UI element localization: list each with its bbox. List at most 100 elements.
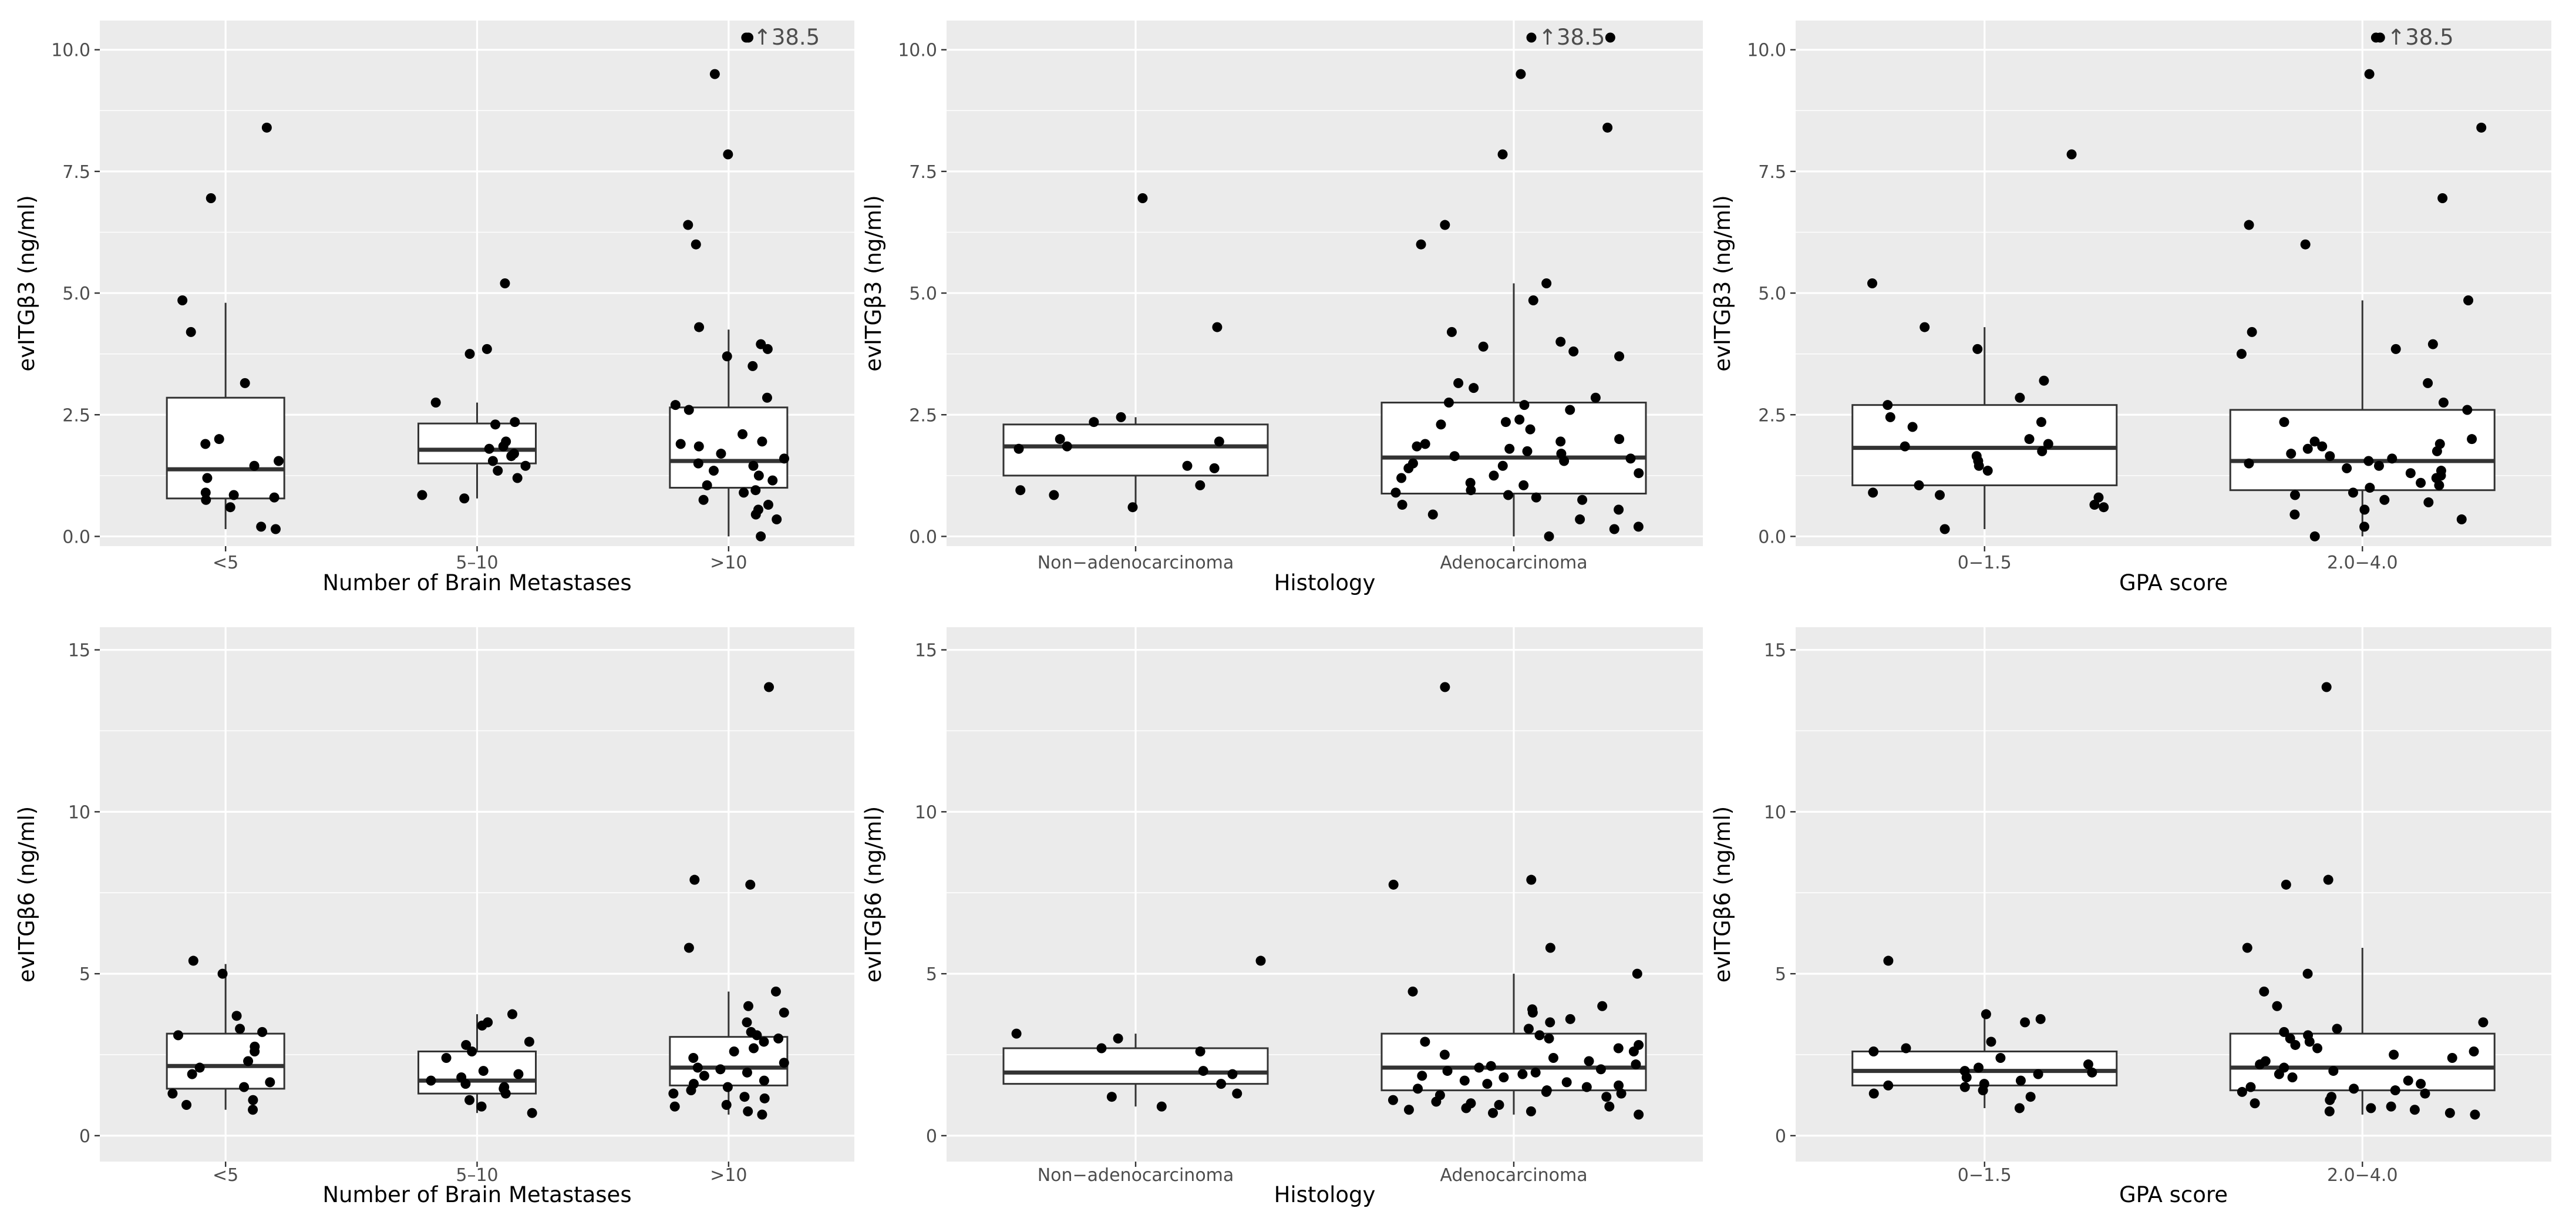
data-point (2014, 1103, 2025, 1113)
data-point (1605, 32, 1615, 43)
data-point (772, 514, 782, 524)
data-point (2386, 1101, 2396, 1112)
data-point (745, 879, 756, 890)
y-axis-title: evITGβ3 (ng/ml) (1710, 195, 1735, 371)
data-point (1541, 278, 1552, 288)
x-tick-label: >10 (710, 553, 747, 573)
data-point (1465, 477, 1476, 488)
data-point (692, 1062, 703, 1073)
data-point (520, 460, 531, 471)
data-point (1062, 441, 1072, 452)
data-point (762, 344, 773, 354)
data-point (265, 1077, 275, 1088)
box-iqr (417, 422, 537, 465)
data-point (1407, 986, 1418, 997)
data-point (1443, 398, 1454, 408)
data-point (2304, 1036, 2315, 1047)
data-point (2093, 492, 2104, 503)
data-point (426, 1075, 436, 1086)
x-tick-label: Adenocarcinoma (1440, 1165, 1587, 1186)
data-point (767, 475, 778, 486)
data-point (235, 1024, 245, 1034)
y-tick-label: 15 (68, 641, 90, 661)
data-point (478, 1066, 489, 1076)
y-tick-label: 7.5 (1758, 162, 1786, 183)
data-point (2363, 456, 2374, 466)
data-point (1978, 1085, 1988, 1096)
data-point (2328, 1066, 2339, 1076)
data-point (702, 480, 712, 490)
data-point (2302, 968, 2313, 979)
data-point (1883, 400, 1893, 410)
data-point (748, 460, 759, 471)
x-axis-title: Histology (1274, 1182, 1376, 1207)
data-point (1478, 341, 1489, 352)
data-point (1412, 441, 1422, 452)
data-point (1442, 1066, 1453, 1076)
data-point (2302, 443, 2313, 454)
data-point (1548, 1053, 1558, 1064)
data-point (699, 1071, 709, 1081)
data-point (1584, 1056, 1594, 1066)
data-point (487, 456, 498, 466)
y-axis-title: evITGβ3 (ng/ml) (14, 195, 39, 371)
data-point (1981, 1009, 1991, 1019)
data-point (2447, 1053, 2457, 1064)
data-point (2432, 446, 2442, 456)
data-point (1137, 193, 1148, 203)
data-point (256, 521, 267, 532)
data-point (2289, 490, 2300, 500)
data-point (1440, 220, 1450, 230)
data-point (2020, 1017, 2031, 1028)
data-point (2039, 375, 2049, 386)
data-point (1974, 1062, 1984, 1073)
data-point (2290, 1039, 2301, 1050)
x-tick-label: 2.0−4.0 (2327, 1165, 2398, 1186)
data-point (274, 456, 284, 466)
data-point (1544, 531, 1554, 541)
data-point (1868, 1088, 1879, 1099)
data-point (742, 1067, 752, 1078)
data-point (477, 1020, 487, 1031)
data-point (2348, 487, 2358, 498)
data-point (217, 968, 228, 979)
data-point (683, 220, 693, 230)
y-tick-label: 5.0 (909, 284, 937, 304)
data-point (2423, 497, 2434, 507)
data-point (2099, 502, 2109, 513)
data-point (1436, 419, 1446, 430)
data-point (1416, 239, 1426, 250)
data-point (688, 1053, 699, 1064)
data-point (524, 1036, 534, 1047)
data-point (1403, 1105, 1414, 1115)
data-point (773, 1033, 784, 1044)
data-point (757, 1109, 767, 1120)
data-point (2373, 460, 2384, 471)
x-axis-title: Histology (1274, 570, 1376, 595)
data-point (689, 874, 700, 885)
data-point (1113, 1033, 1123, 1044)
data-point (1939, 524, 1950, 534)
data-point (1565, 1014, 1575, 1024)
data-point (1127, 502, 1138, 513)
x-tick-label: <5 (213, 553, 238, 573)
data-point (228, 490, 239, 500)
data-point (1883, 955, 1894, 966)
data-point (194, 1062, 205, 1073)
chart-panel-1: 0.0 2.5 5.0 7.5 10.0 <5 5–10 >10 ↑38.5 Number of … (14, 21, 854, 595)
data-point (1523, 1024, 1534, 1034)
data-point (1461, 1103, 1471, 1113)
data-point (1494, 1099, 1504, 1110)
box-iqr (2229, 409, 2496, 492)
data-point (1972, 344, 1983, 354)
data-point (2470, 1109, 2480, 1120)
data-point (1920, 322, 1930, 332)
x-tick-label: >10 (710, 1165, 747, 1186)
data-point (1489, 470, 1499, 481)
data-point (1883, 1080, 1894, 1091)
data-point (1396, 473, 1407, 483)
data-point (476, 1101, 487, 1112)
data-point (186, 327, 196, 337)
data-point (510, 417, 520, 428)
data-point (1974, 460, 1984, 471)
